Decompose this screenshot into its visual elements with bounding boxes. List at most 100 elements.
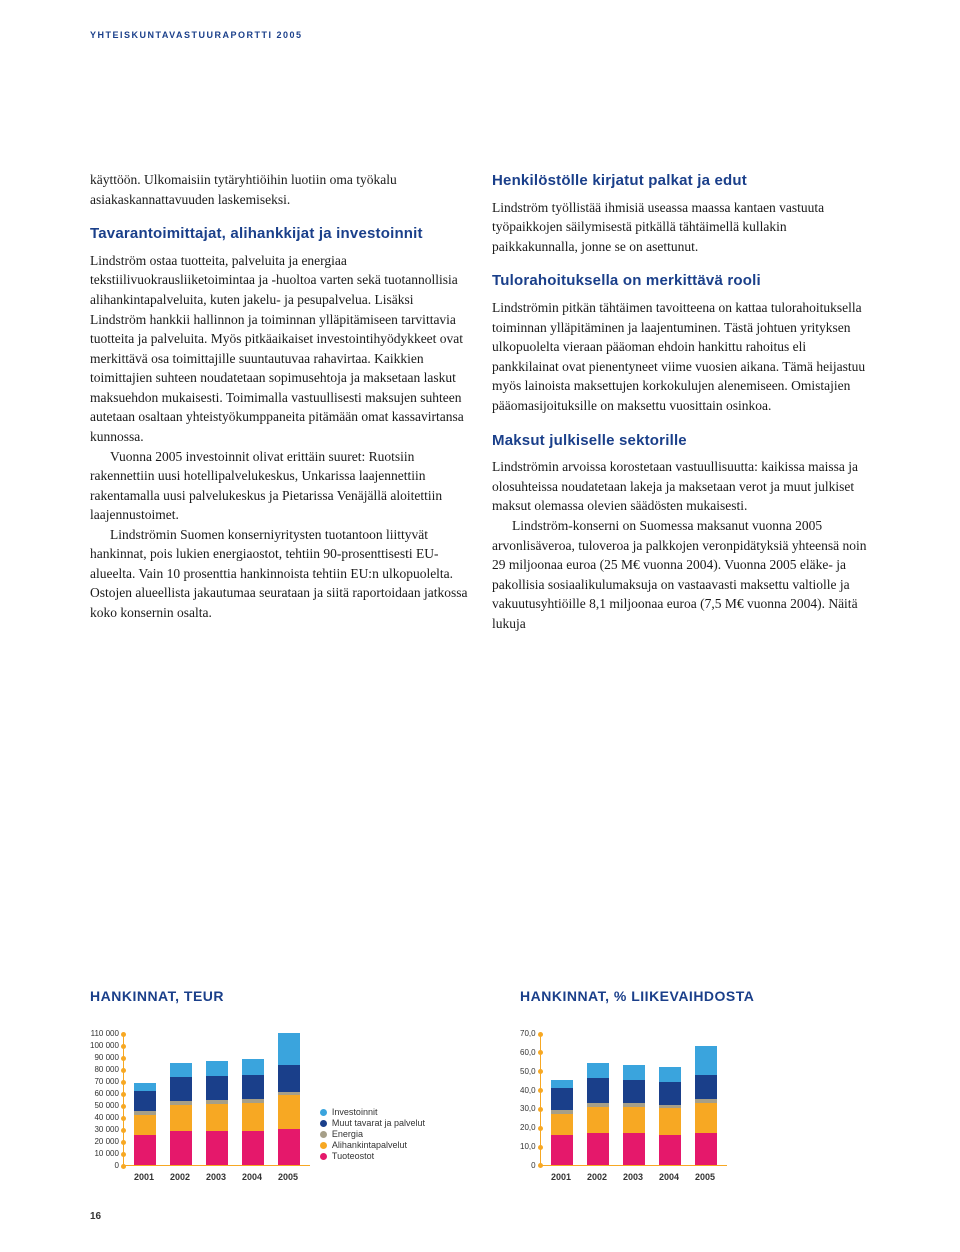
body-text: Vuonna 2005 investoinnit olivat erittäin… <box>90 447 468 525</box>
bar <box>587 1063 609 1165</box>
legend-label: Tuoteostot <box>332 1151 374 1161</box>
bar <box>623 1065 645 1165</box>
bar-segment <box>587 1063 609 1078</box>
legend-dot <box>320 1153 327 1160</box>
legend-item: Energia <box>320 1129 425 1139</box>
x-axis: 2001 2002 2003 2004 2005 <box>540 1172 726 1182</box>
body-text: Lindströmin arvoissa korostetaan vastuul… <box>492 457 870 516</box>
x-tick: 2004 <box>658 1172 680 1182</box>
x-tick: 2002 <box>169 1172 191 1182</box>
bar <box>134 1083 156 1165</box>
bar-segment <box>278 1033 300 1065</box>
bar <box>170 1063 192 1165</box>
bar-segment <box>170 1105 192 1131</box>
document-header: YHTEISKUNTAVASTUURAPORTTI 2005 <box>90 30 870 40</box>
x-tick: 2005 <box>694 1172 716 1182</box>
bar-segment <box>278 1095 300 1129</box>
chart-plot <box>540 1034 727 1166</box>
bar-segment <box>551 1135 573 1165</box>
bar-segment <box>623 1133 645 1165</box>
section-heading: Tulorahoituksella on merkittävä rooli <box>492 270 870 292</box>
bar-segment <box>206 1131 228 1165</box>
bar-segment <box>587 1078 609 1103</box>
legend-label: Muut tavarat ja palvelut <box>332 1118 425 1128</box>
chart-legend: InvestoinnitMuut tavarat ja palvelutEner… <box>320 1106 425 1182</box>
section-heading: Tavarantoimittajat, alihankkijat ja inve… <box>90 223 468 245</box>
legend-item: Alihankintapalvelut <box>320 1140 425 1150</box>
bar-segment <box>551 1088 573 1111</box>
legend-label: Alihankintapalvelut <box>332 1140 407 1150</box>
legend-label: Energia <box>332 1129 363 1139</box>
bar-segment <box>278 1129 300 1165</box>
section-heading: Henkilöstölle kirjatut palkat ja edut <box>492 170 870 192</box>
bar-segment <box>242 1059 264 1075</box>
chart-title: HANKINNAT, % LIIKEVAIHDOSTA <box>520 988 870 1004</box>
y-axis: 70,060,050,040,030,020,010,00 <box>520 1034 540 1166</box>
legend-item: Muut tavarat ja palvelut <box>320 1118 425 1128</box>
bar-segment <box>134 1083 156 1090</box>
bar-segment <box>551 1114 573 1135</box>
bar-segment <box>659 1108 681 1134</box>
bar-segment <box>695 1046 717 1074</box>
bar-segment <box>170 1063 192 1077</box>
bar-segment <box>659 1082 681 1105</box>
bar-segment <box>695 1103 717 1133</box>
charts-row: HANKINNAT, TEUR 110 000100 00090 00080 0… <box>90 988 870 1182</box>
legend-dot <box>320 1109 327 1116</box>
x-tick: 2001 <box>133 1172 155 1182</box>
page-number: 16 <box>90 1211 101 1222</box>
bar-segment <box>134 1115 156 1135</box>
bar <box>551 1080 573 1165</box>
chart-hankinnat-pct: HANKINNAT, % LIIKEVAIHDOSTA 70,060,050,0… <box>520 988 870 1182</box>
left-column: käyttöön. Ulkomaisiin tytäryhtiöihin luo… <box>90 170 468 633</box>
x-axis: 2001 2002 2003 2004 2005 <box>123 1172 309 1182</box>
page: YHTEISKUNTAVASTUURAPORTTI 2005 käyttöön.… <box>0 0 960 1252</box>
right-column: Henkilöstölle kirjatut palkat ja edut Li… <box>492 170 870 633</box>
chart-title: HANKINNAT, TEUR <box>90 988 440 1004</box>
bar-segment <box>695 1133 717 1165</box>
bar-segment <box>170 1077 192 1101</box>
bar-segment <box>206 1061 228 1077</box>
x-tick: 2003 <box>205 1172 227 1182</box>
bar-segment <box>623 1065 645 1080</box>
legend-item: Tuoteostot <box>320 1151 425 1161</box>
bar <box>242 1059 264 1165</box>
x-tick: 2002 <box>586 1172 608 1182</box>
bar-segment <box>659 1135 681 1165</box>
bar <box>278 1033 300 1165</box>
bar-segment <box>623 1107 645 1133</box>
chart-plot <box>123 1034 310 1166</box>
legend-dot <box>320 1120 327 1127</box>
x-tick: 2003 <box>622 1172 644 1182</box>
legend-dot <box>320 1142 327 1149</box>
legend-label: Investoinnit <box>332 1107 378 1117</box>
bar-segment <box>206 1104 228 1132</box>
section-heading: Maksut julkiselle sektorille <box>492 430 870 452</box>
x-tick: 2004 <box>241 1172 263 1182</box>
bar <box>206 1061 228 1165</box>
chart-hankinnat-teur: HANKINNAT, TEUR 110 000100 00090 00080 0… <box>90 988 440 1182</box>
bar-segment <box>242 1131 264 1165</box>
bar-segment <box>134 1135 156 1165</box>
bar-segment <box>695 1075 717 1100</box>
bar-segment <box>623 1080 645 1103</box>
y-axis: 110 000100 00090 00080 00070 00060 00050… <box>90 1034 123 1166</box>
bar-segment <box>206 1076 228 1100</box>
body-text: Lindströmin pitkän tähtäimen tavoitteena… <box>492 298 870 415</box>
body-text: Lindström-konserni on Suomessa maksanut … <box>492 516 870 633</box>
body-text: Lindströmin Suomen konserniyritysten tuo… <box>90 525 468 623</box>
legend-item: Investoinnit <box>320 1107 425 1117</box>
bar-segment <box>134 1091 156 1111</box>
bar <box>659 1067 681 1165</box>
body-text: käyttöön. Ulkomaisiin tytäryhtiöihin luo… <box>90 170 468 209</box>
bar-segment <box>242 1075 264 1099</box>
text-columns: käyttöön. Ulkomaisiin tytäryhtiöihin luo… <box>90 170 870 633</box>
bar-segment <box>278 1065 300 1091</box>
bar-segment <box>170 1131 192 1165</box>
legend-dot <box>320 1131 327 1138</box>
body-text: Lindström työllistää ihmisiä useassa maa… <box>492 198 870 257</box>
bar-segment <box>551 1080 573 1088</box>
bar-segment <box>659 1067 681 1082</box>
x-tick: 2005 <box>277 1172 299 1182</box>
x-tick: 2001 <box>550 1172 572 1182</box>
